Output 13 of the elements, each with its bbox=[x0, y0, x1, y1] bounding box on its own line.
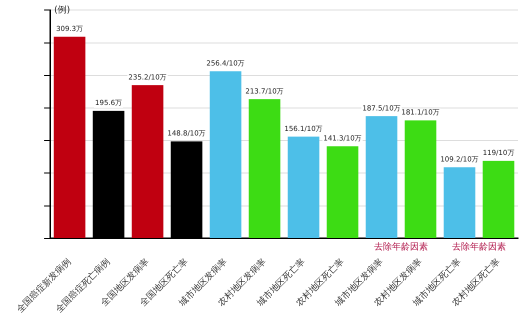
bar bbox=[288, 136, 320, 238]
bar bbox=[404, 120, 436, 238]
bar bbox=[444, 167, 476, 238]
bar bbox=[366, 116, 398, 238]
bar bbox=[248, 99, 280, 238]
bar bbox=[210, 71, 242, 238]
text: 去除年龄因素 bbox=[374, 241, 428, 252]
y-axis-title: (例) bbox=[54, 4, 70, 16]
bar bbox=[54, 36, 86, 238]
text: 去除年龄因素 bbox=[452, 241, 506, 252]
bar bbox=[132, 85, 164, 238]
bar bbox=[326, 146, 358, 238]
bar bbox=[482, 160, 514, 238]
